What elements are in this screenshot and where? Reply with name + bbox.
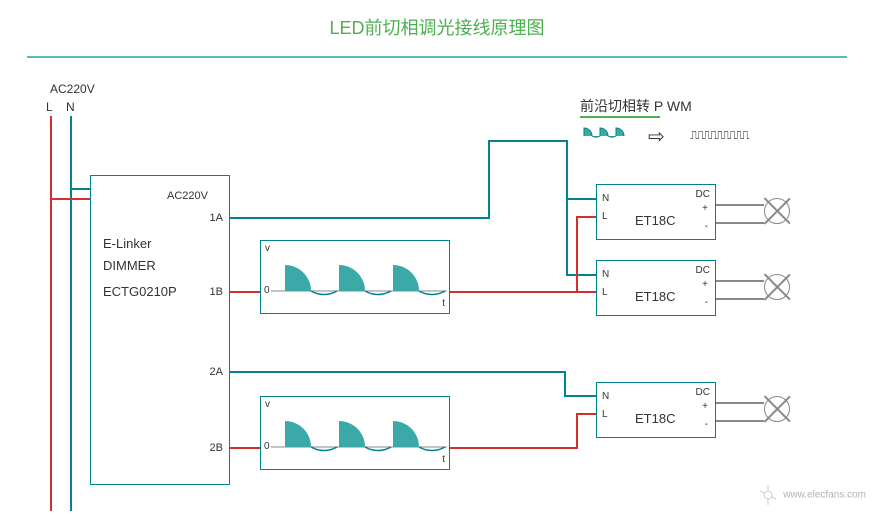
- wire-1b-to-d1l: [576, 216, 596, 218]
- d1-l: L: [602, 211, 608, 222]
- d3-plus: +: [702, 401, 708, 412]
- watermark: www.elecfans.com: [756, 483, 866, 507]
- d3-l: L: [602, 409, 608, 420]
- d3-model: ET18C: [635, 411, 675, 426]
- n-to-dimmer: [70, 188, 90, 190]
- pwm-icon: ⎍⎍⎍⎍⎍⎍⎍⎍⎍: [690, 128, 748, 143]
- wf1-v: v: [265, 243, 270, 254]
- port-2b: 2B: [210, 442, 223, 454]
- d1-n: N: [602, 193, 609, 204]
- diagram-title: LED前切相调光接线原理图: [0, 0, 874, 40]
- d2-out-minus: [716, 298, 764, 300]
- waveform-box-1: v 0 t: [260, 240, 450, 314]
- terminal-l-label: L: [46, 100, 53, 114]
- d2-dc: DC: [696, 265, 710, 276]
- n-line-vertical: [70, 116, 72, 511]
- watermark-logo-icon: [756, 483, 780, 507]
- d3-minus: -: [705, 419, 708, 430]
- port-1b: 1B: [210, 286, 223, 298]
- d2-model: ET18C: [635, 289, 675, 304]
- lamp-1: [764, 198, 790, 224]
- d2-minus: -: [705, 297, 708, 308]
- d2-plus: +: [702, 279, 708, 290]
- d1-dc: DC: [696, 189, 710, 200]
- wire-2b-to-d3l: [576, 413, 596, 415]
- port-1a: 1A: [210, 212, 223, 224]
- title-underline: [27, 56, 847, 58]
- dimmer-ac-label: AC220V: [167, 190, 208, 202]
- d1-out-minus: [716, 222, 764, 224]
- ac-voltage-label: AC220V: [50, 82, 95, 96]
- l-to-dimmer: [50, 198, 90, 200]
- terminal-n-label: N: [66, 100, 75, 114]
- wire-1a-h2: [488, 140, 568, 142]
- wire-1a-to-d1n: [566, 198, 596, 200]
- wire-1b-to-d2l: [576, 291, 596, 293]
- conversion-label: 前沿切相转 P WM: [580, 96, 692, 116]
- wiring-diagram: AC220V L N AC220V E-Linker DIMMER ECTG02…: [0, 70, 874, 515]
- wire-1b-v: [576, 216, 578, 293]
- d1-plus: +: [702, 203, 708, 214]
- wire-2a-v: [564, 371, 566, 397]
- conversion-underline: [580, 116, 660, 118]
- wf2-0: 0: [264, 441, 270, 452]
- wf2-v: v: [265, 399, 270, 410]
- waveform-2-svg: [271, 403, 447, 463]
- d1-out-plus: [716, 204, 764, 206]
- d3-dc: DC: [696, 387, 710, 398]
- waveform-box-2: v 0 t: [260, 396, 450, 470]
- waveform-1-svg: [271, 247, 447, 307]
- wire-1a-h1: [230, 217, 490, 219]
- dimmer-brand: E-Linker: [103, 236, 151, 251]
- d3-out-plus: [716, 402, 764, 404]
- wire-2b-v: [576, 413, 578, 449]
- dimmer-box: AC220V E-Linker DIMMER ECTG0210P 1A 1B 2…: [90, 175, 230, 485]
- d2-n: N: [602, 269, 609, 280]
- wire-2a-h: [230, 371, 566, 373]
- wire-1a-v2: [566, 140, 568, 200]
- wf1-0: 0: [264, 285, 270, 296]
- arrow-icon: ⇨: [648, 124, 665, 149]
- d3-out-minus: [716, 420, 764, 422]
- watermark-text: www.elecfans.com: [783, 490, 866, 501]
- wire-1a-v1: [488, 140, 490, 219]
- wire-1a-v3: [566, 198, 568, 276]
- wire-2a-to-d3n: [564, 395, 596, 397]
- dimmer-type: DIMMER: [103, 258, 156, 273]
- lamp-3: [764, 396, 790, 422]
- d1-model: ET18C: [635, 213, 675, 228]
- driver-box-1: N L ET18C DC + -: [596, 184, 716, 240]
- d2-l: L: [602, 287, 608, 298]
- d1-minus: -: [705, 221, 708, 232]
- port-2a: 2A: [210, 366, 223, 378]
- driver-box-2: N L ET18C DC + -: [596, 260, 716, 316]
- dimmer-model: ECTG0210P: [103, 284, 177, 299]
- driver-box-3: N L ET18C DC + -: [596, 382, 716, 438]
- lamp-2: [764, 274, 790, 300]
- l-line-vertical: [50, 116, 52, 511]
- phase-wave-icon: [580, 124, 630, 148]
- d2-out-plus: [716, 280, 764, 282]
- wire-1a-to-d2n: [566, 274, 596, 276]
- d3-n: N: [602, 391, 609, 402]
